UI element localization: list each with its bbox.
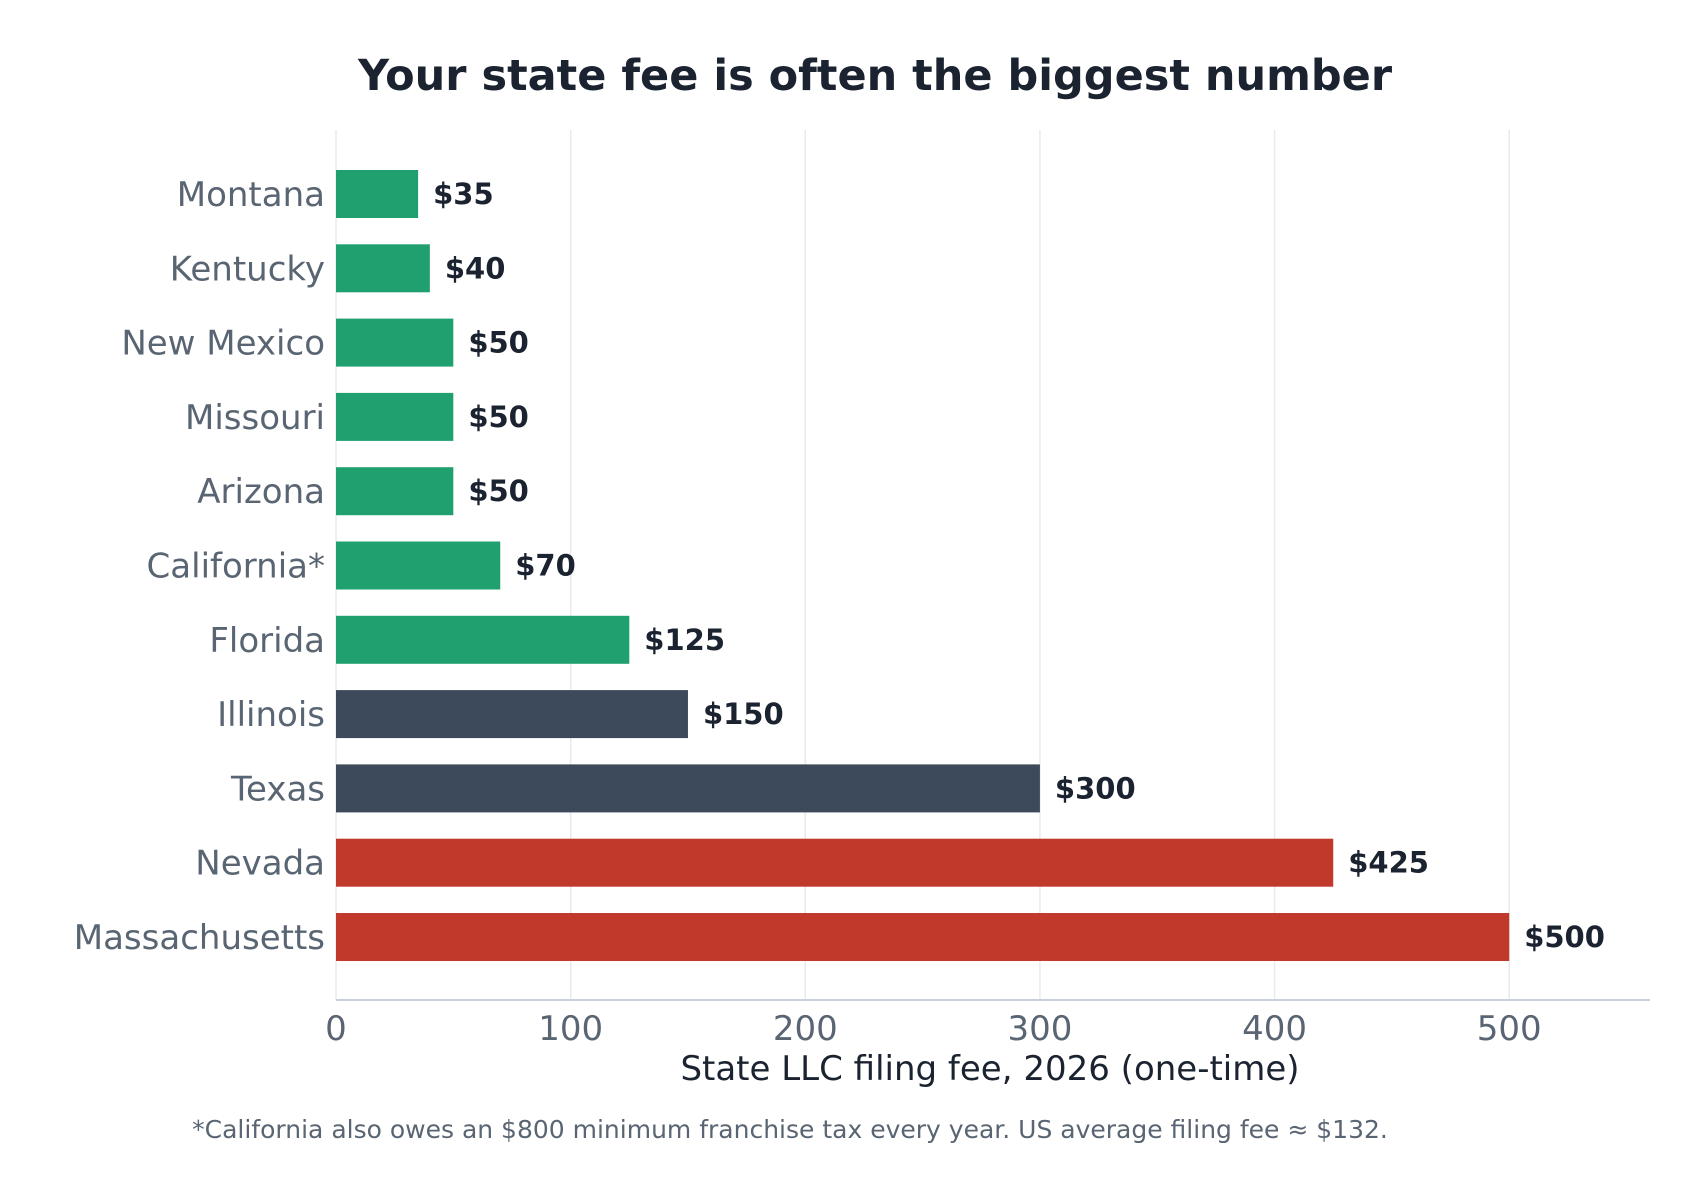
category-label: Illinois bbox=[217, 695, 325, 735]
bar bbox=[336, 615, 630, 664]
x-tick-label: 0 bbox=[325, 1009, 347, 1049]
category-label: New Mexico bbox=[121, 324, 325, 364]
chart-title: Your state fee is often the biggest numb… bbox=[357, 51, 1393, 101]
value-label: $300 bbox=[1055, 771, 1136, 805]
bar bbox=[336, 170, 419, 218]
category-label: California* bbox=[147, 547, 325, 587]
x-tick-labels: 0 100 200 300 400 500 bbox=[325, 1009, 1541, 1049]
category-label: Massachusetts bbox=[74, 918, 325, 958]
bar bbox=[336, 541, 501, 590]
category-label: Arizona bbox=[197, 472, 325, 512]
value-label: $500 bbox=[1524, 920, 1605, 954]
bars bbox=[336, 170, 1510, 961]
x-tick-label: 500 bbox=[1477, 1009, 1542, 1049]
x-tick-label: 400 bbox=[1242, 1009, 1307, 1049]
value-label: $50 bbox=[468, 400, 529, 434]
x-tick-label: 200 bbox=[773, 1009, 838, 1049]
bar bbox=[336, 244, 430, 293]
value-label: $50 bbox=[468, 474, 529, 508]
category-label: Kentucky bbox=[170, 249, 325, 289]
bar bbox=[336, 392, 454, 441]
value-label: $425 bbox=[1348, 846, 1429, 880]
category-label: Missouri bbox=[185, 398, 325, 438]
value-label: $150 bbox=[703, 697, 784, 731]
value-label: $50 bbox=[468, 326, 529, 360]
value-labels: $35 $40 $50 $50 $50 $70 $125 $150 $300 $425 $500 bbox=[433, 177, 1605, 954]
category-label: Montana bbox=[177, 175, 325, 215]
x-axis-title: State LLC filing fee, 2026 (one-time) bbox=[680, 1049, 1299, 1089]
bar bbox=[336, 838, 1334, 887]
footnote: *California also owes an $800 minimum fr… bbox=[192, 1115, 1388, 1144]
value-label: $40 bbox=[445, 251, 506, 285]
category-label: Texas bbox=[230, 769, 325, 809]
bar bbox=[336, 318, 454, 367]
bar bbox=[336, 764, 1040, 813]
value-label: $125 bbox=[644, 623, 725, 657]
x-tick-label: 100 bbox=[538, 1009, 603, 1049]
bar bbox=[336, 690, 688, 739]
bar bbox=[336, 913, 1510, 961]
category-label: Florida bbox=[209, 621, 325, 661]
category-labels: Montana Kentucky New Mexico Missouri Arizona… bbox=[74, 175, 325, 958]
category-label: Nevada bbox=[195, 844, 325, 884]
value-label: $70 bbox=[515, 549, 576, 583]
x-tick-label: 300 bbox=[1007, 1009, 1072, 1049]
value-label: $35 bbox=[433, 177, 494, 211]
bar bbox=[336, 467, 454, 516]
